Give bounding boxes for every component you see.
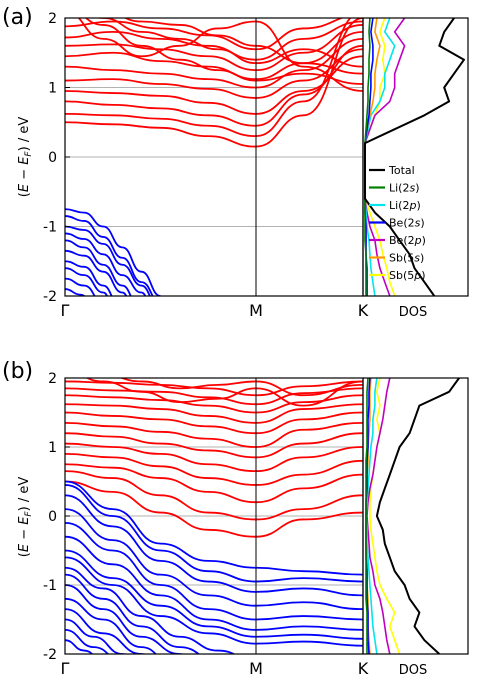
panel-a-gamma-label: Γ [61,301,70,320]
legend-label: Total [388,164,415,177]
panel-a: (a) (E − EF) / eV 2 1 0 -1 -2 Γ M K DOS Tota… [2,5,469,320]
dos-legend: Total Li(2s) Li(2p) Be(2s) Be(2p) Sb(5s) Sb(5p… [369,164,426,282]
valence-band [65,556,363,647]
conduction-band [65,44,363,127]
conduction-band [65,20,363,61]
valence-band [65,277,96,296]
legend-label: Sb(5s) [389,252,424,265]
conduction-band [65,37,363,89]
panel-b-dos [365,378,460,654]
legend-label: Be(2s) [389,217,425,230]
panel-a-dos [364,18,465,296]
conduction-band [65,18,352,138]
panel-b-dos-frame [362,377,469,655]
valence-band [65,494,363,597]
panel-b-yticks: 2 1 0 -1 -2 [43,371,70,663]
legend-label: Be(2p) [389,234,426,247]
panel-b-label: (b) [2,359,33,384]
y-tick-label: 0 [48,509,57,525]
panel-b-m-label: M [249,659,263,678]
y-tick-label: 0 [48,150,57,166]
conduction-band [65,18,345,51]
y-tick-label: -1 [43,220,57,236]
y-tick-label: 1 [48,81,57,97]
panel-a-grid [65,87,363,227]
valence-band [65,239,132,296]
dos-curve-total [375,378,460,654]
valence-band [65,639,94,654]
panel-b-gamma-label: Γ [61,659,70,678]
conduction-band [65,453,363,486]
panel-b-dos-label: DOS [399,663,428,678]
panel-b-k-label: K [358,659,369,678]
valence-band [65,508,363,611]
valence-band [65,267,109,296]
legend-label: Sb(5p) [389,269,426,282]
valence-band [65,584,185,654]
conduction-band [119,378,363,397]
valence-band [65,535,363,631]
conduction-band [65,463,363,504]
panel-a-bands [65,18,363,296]
valence-band [65,249,128,296]
valence-band [65,208,161,296]
conduction-band [65,387,363,406]
dos-curve-sb5p [369,378,401,654]
conduction-band [85,378,363,407]
conduction-band [65,403,363,424]
panel-a-ylabel: (E − EF) / eV [17,117,34,198]
valence-band [65,232,147,296]
panel-a-dos-label: DOS [399,305,428,320]
valence-band [65,288,86,296]
dos-curve-li2s [365,378,369,654]
y-tick-label: -2 [43,647,57,663]
valence-band [65,225,151,296]
legend-label: Li(2p) [389,199,421,212]
valence-band [65,618,128,654]
conduction-band [65,411,363,435]
valence-band [65,566,236,654]
panel-b-bands [65,378,363,654]
y-tick-label: 1 [48,440,57,456]
valence-band [65,573,201,654]
valence-band [65,484,363,583]
conduction-band [65,432,363,459]
panel-b-ylabel: (E − EF) / eV [17,477,34,558]
conduction-band [123,18,363,75]
dos-curve-be2p [366,378,391,654]
panel-a-yticks: 2 1 0 -1 -2 [43,11,70,305]
valence-band [65,549,363,640]
conduction-band [65,394,363,414]
valence-band [65,260,113,296]
valence-band [65,480,363,576]
panel-a-m-label: M [249,301,263,320]
panel-a-dos-frame [362,17,469,297]
panel-b: (b) (E − EF) / eV 2 1 0 -1 -2 Γ M K DOS [2,359,469,678]
valence-band [65,522,363,621]
y-tick-label: -1 [43,578,57,594]
panel-a-k-label: K [358,301,369,320]
valence-band [65,628,110,654]
conduction-band [65,480,363,538]
conduction-band [65,55,363,115]
conduction-band [65,48,363,99]
y-tick-label: -2 [43,289,57,305]
y-tick-label: 2 [48,371,57,387]
valence-band [65,215,154,296]
panel-a-label: (a) [2,5,33,30]
conduction-band [84,18,363,85]
conduction-band [65,24,363,72]
dos-curve-total [364,18,465,296]
valence-band [65,608,147,654]
conduction-band [65,442,363,473]
conduction-band [65,421,363,448]
conduction-band [65,18,363,148]
legend-label: Li(2s) [389,182,420,195]
conduction-band [65,470,363,521]
y-tick-label: 2 [48,11,57,27]
